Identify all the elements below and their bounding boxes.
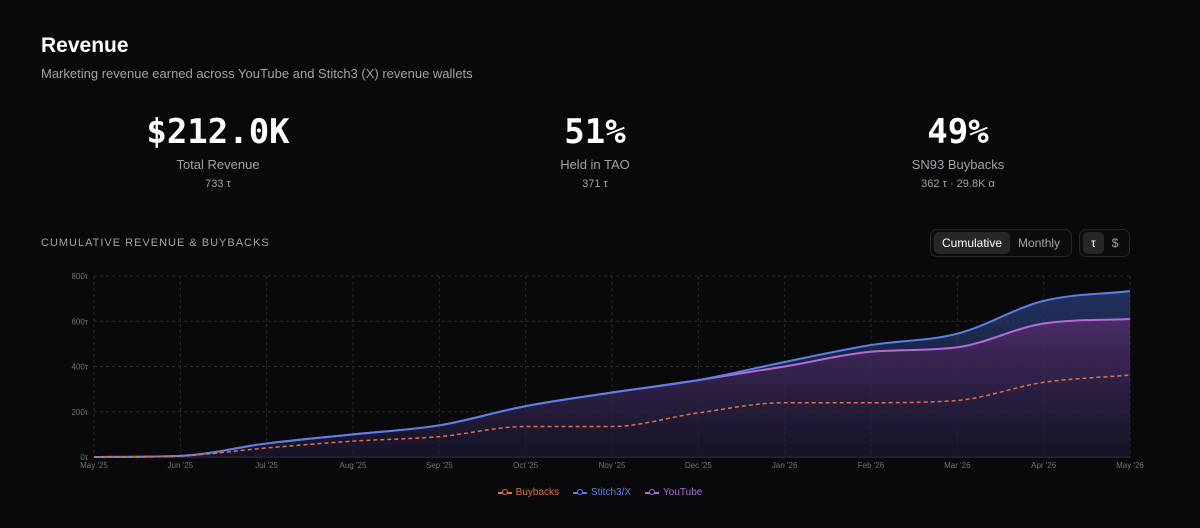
stat-value: 49% (927, 112, 989, 152)
stat-label: Held in TAO (560, 157, 630, 172)
x-tick-label: Oct '25 (513, 461, 539, 470)
monthly-button[interactable]: Monthly (1018, 236, 1061, 250)
stat-sub: 371 τ (582, 178, 608, 190)
x-tick-label: Jun '25 (168, 461, 194, 470)
legend-label: Buybacks (515, 487, 560, 498)
legend-item-buybacks[interactable]: Buybacks (497, 487, 560, 498)
x-tick-label: May '26 (1116, 461, 1144, 470)
youtube-area (94, 318, 1130, 457)
y-tick-label: 200τ (71, 408, 88, 417)
stitch3-line-icon (573, 488, 588, 497)
view-mode-toggle: Cumulative Monthly (930, 229, 1073, 257)
chart-areas (94, 291, 1130, 457)
y-tick-label: 800τ (71, 272, 88, 281)
legend-item-youtube[interactable]: YouTube (645, 487, 702, 498)
unit-toggle: τ $ (1079, 229, 1131, 257)
stitch3-line (93, 290, 1131, 458)
x-axis: May '25 Jun '25 Jul '25 Aug '25 Sep '25 Oct '… (80, 461, 1144, 470)
page-subtitle: Marketing revenue earned across YouTube … (41, 66, 473, 81)
chart-section-title: CUMULATIVE REVENUE & BUYBACKS (41, 237, 270, 249)
chart-legend: Buybacks Stitch3/X YouTube (0, 487, 1200, 498)
x-tick-label: Apr '26 (1031, 461, 1057, 470)
stat-label: SN93 Buybacks (911, 157, 1005, 172)
buybacks-line-icon (497, 488, 512, 497)
x-tick-label: Feb '26 (858, 461, 885, 470)
tao-unit-button[interactable]: τ (1083, 232, 1104, 254)
stat-buybacks: 49% SN93 Buybacks 362 τ · 29.8K α (828, 110, 1088, 190)
legend-label: Stitch3/X (591, 487, 632, 498)
chart-lines (93, 290, 1131, 458)
x-tick-label: Aug '25 (340, 461, 367, 470)
x-tick-label: Jul '25 (255, 461, 278, 470)
y-axis: 0τ 200τ 400τ 600τ 800τ (71, 272, 88, 462)
x-tick-label: Dec '25 (685, 461, 712, 470)
page-title: Revenue (41, 34, 129, 57)
stat-label: Total Revenue (176, 157, 260, 172)
stat-total-revenue: $212.0K Total Revenue 733 τ (88, 110, 348, 190)
y-tick-label: 0τ (80, 453, 88, 462)
stat-value: $212.0K (146, 112, 290, 152)
stat-value: 51% (564, 112, 626, 152)
x-tick-label: Nov '25 (599, 461, 626, 470)
buybacks-line (93, 374, 1131, 458)
legend-label: YouTube (663, 487, 703, 498)
cumulative-button[interactable]: Cumulative (934, 232, 1011, 254)
legend-item-stitch3[interactable]: Stitch3/X (573, 487, 631, 498)
x-tick-label: Sep '25 (426, 461, 453, 470)
cumulative-revenue-chart: 0τ 200τ 400τ 600τ 800τ May '25 Jun '25 Jul '25… (71, 272, 1144, 470)
x-tick-label: Mar '26 (944, 461, 971, 470)
youtube-line-icon (645, 488, 660, 497)
stat-sub: 362 τ · 29.8K α (921, 178, 995, 190)
x-tick-label: Jan '26 (772, 461, 798, 470)
y-tick-label: 400τ (71, 363, 88, 372)
usd-unit-button[interactable]: $ (1111, 236, 1119, 250)
stat-held-in-tao: 51% Held in TAO 371 τ (465, 110, 725, 190)
y-tick-label: 600τ (71, 317, 88, 326)
stat-sub: 733 τ (205, 178, 231, 190)
x-tick-label: May '25 (80, 461, 108, 470)
